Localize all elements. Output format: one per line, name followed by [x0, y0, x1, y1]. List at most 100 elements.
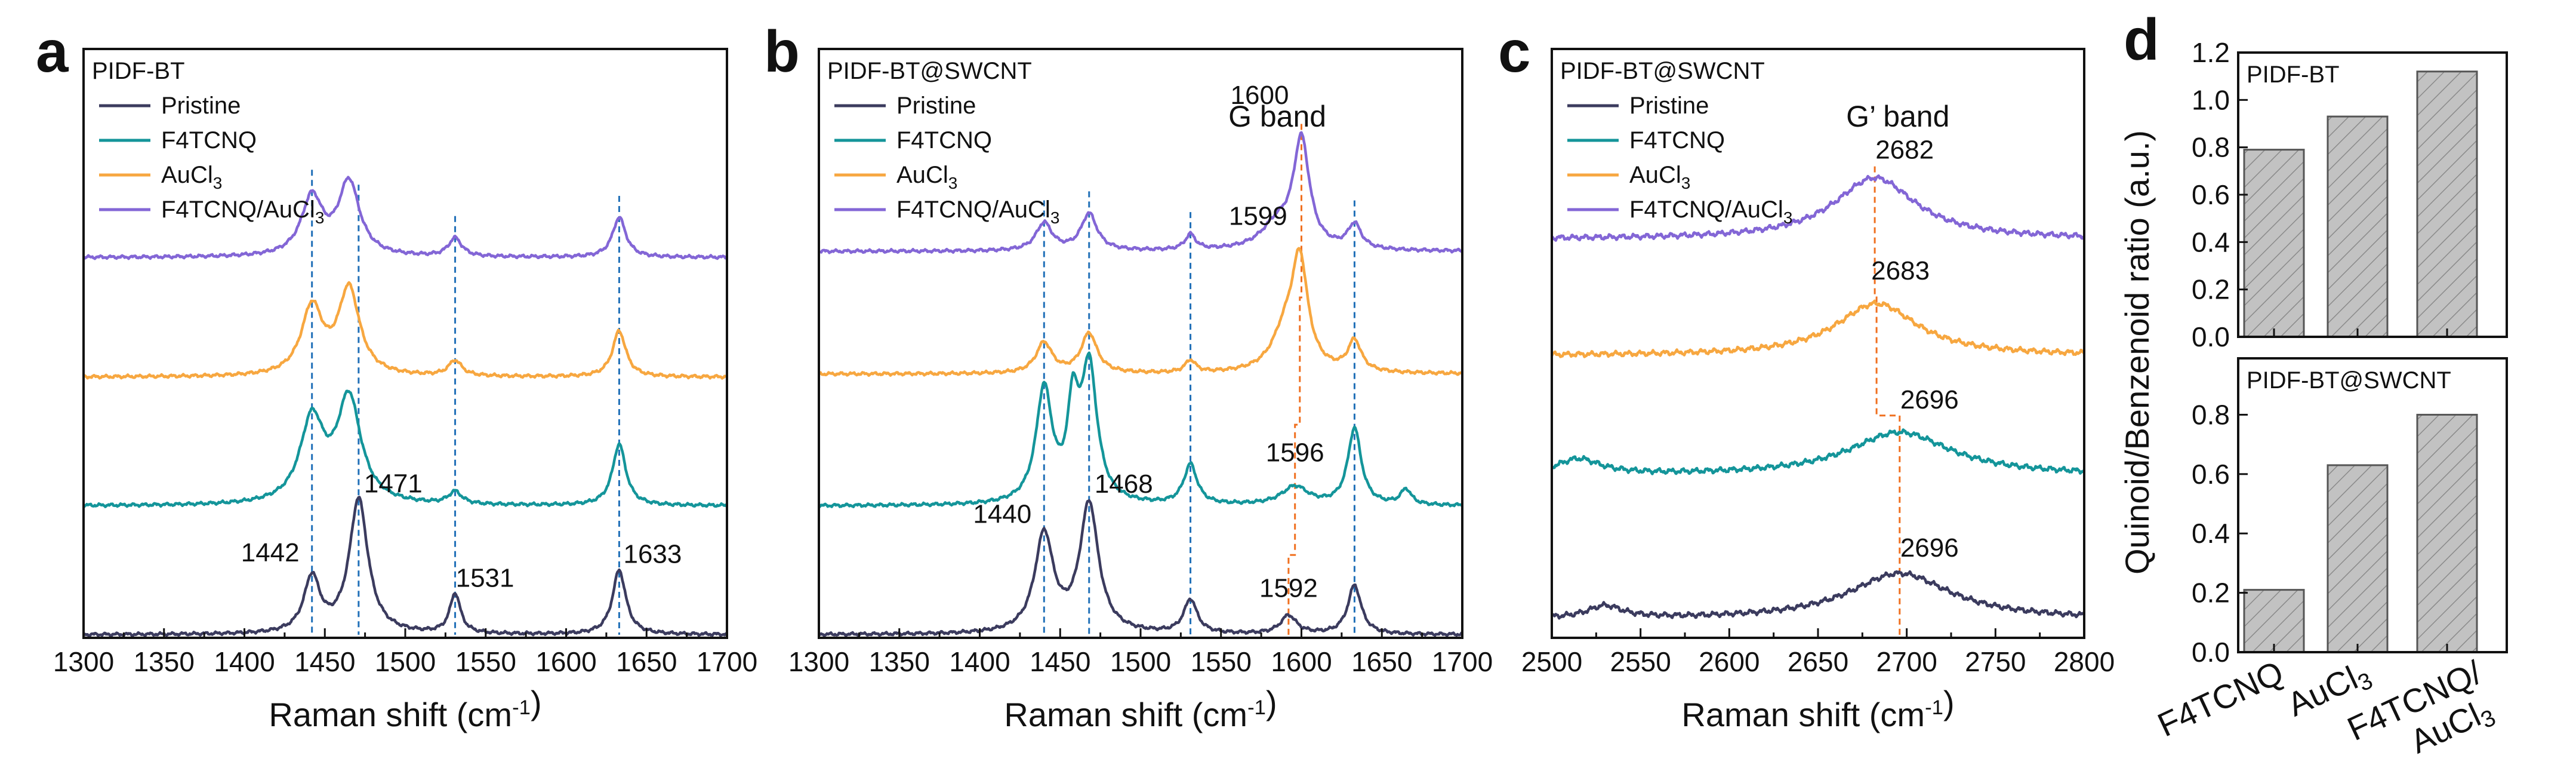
peak-label: 1440 [973, 500, 1031, 529]
panel-letter-d: d [2124, 7, 2159, 72]
x-tick-label: 2650 [1788, 646, 1848, 677]
y-tick-label: 0.0 [2192, 637, 2230, 668]
x-tick-label: 2600 [1699, 646, 1760, 677]
bar [2416, 70, 2478, 338]
x-tick-label: 2550 [1610, 646, 1671, 677]
series-line-pristine [82, 496, 728, 637]
x-tick-label: 1400 [949, 646, 1010, 677]
peak-label: 1596 [1266, 438, 1324, 468]
panel-title: PIDF-BT@SWCNT [1560, 58, 1765, 84]
y-axis-title: Quinoid/Benzenoid ratio (a.u.) [2118, 130, 2156, 575]
series-line-f4tcnq [83, 389, 728, 508]
x-tick-label: 2500 [1521, 646, 1582, 677]
peak-label: 1633 [623, 539, 682, 569]
subplot-title: PIDF-BT@SWCNT [2247, 367, 2451, 394]
step-guide-line [1287, 121, 1302, 635]
x-tick-label: 1550 [1191, 646, 1252, 677]
peak-label: 1600 [1231, 81, 1289, 110]
series-line-f4tcnq [1551, 428, 2085, 475]
series-line-f4tcnq-aucl3 [82, 176, 728, 260]
series-line-aucl3 [818, 247, 1463, 377]
panel-title: PIDF-BT@SWCNT [827, 58, 1032, 84]
legend-label: AuCl3 [1629, 162, 1690, 192]
panel-a: 1300 1350 1400 1450 1500 1550 1600 1650 1700 Rama… [53, 48, 757, 733]
y-tick-label: 0.8 [2192, 399, 2230, 430]
y-tick-label: 1.2 [2192, 37, 2230, 68]
panel-c: 2500 2550 2600 2650 2700 2750 2800 Raman shift … [1521, 48, 2115, 733]
x-tick-label: 1700 [697, 646, 757, 677]
plot-frame [2237, 357, 2508, 653]
panel-letter-a: a [36, 19, 69, 84]
bar [2243, 149, 2305, 338]
series-line-pristine [818, 499, 1463, 638]
band-annotation: G’ band [1846, 100, 1949, 133]
legend-label: F4TCNQ/AuCl3 [896, 196, 1059, 227]
legend-label: Pristine [1629, 93, 1709, 119]
x-tick-label: 2700 [1876, 646, 1937, 677]
series-line-f4tcnq-aucl3 [1551, 174, 2085, 242]
x-tick-label: 1350 [134, 646, 195, 677]
x-tick-label: 1500 [375, 646, 436, 677]
x-tick-label: 1600 [1271, 646, 1332, 677]
peak-label: 2682 [1875, 136, 1934, 165]
x-tick-label: 1300 [788, 646, 849, 677]
panel-letter-c: c [1498, 19, 1531, 84]
legend-label: Pristine [161, 93, 241, 119]
peak-label: 2696 [1900, 533, 1959, 563]
subplot-title: PIDF-BT [2247, 62, 2340, 88]
legend-label: F4TCNQ [896, 127, 992, 153]
x-tick-label: 1650 [616, 646, 677, 677]
series-line-aucl3 [1550, 299, 2085, 358]
series-line-pristine [1551, 570, 2085, 620]
x-tick-label: 1300 [53, 646, 114, 677]
step-guide-line [1874, 165, 1901, 635]
series-line-f4tcnq-aucl3 [818, 131, 1463, 254]
x-tick-label: 1700 [1432, 646, 1493, 677]
legend-label: Pristine [896, 93, 976, 119]
peak-label: 2683 [1871, 256, 1930, 285]
peak-label: 1468 [1095, 469, 1153, 499]
bar [2327, 115, 2389, 338]
legend-label: AuCl3 [161, 162, 222, 192]
band-annotation: G band [1228, 100, 1326, 133]
panel-title: PIDF-BT [92, 58, 185, 84]
x-tick-label: 1400 [214, 646, 275, 677]
y-tick-label: 0.2 [2192, 274, 2230, 305]
x-axis-title: Raman shift (cm-1) [1681, 684, 1954, 733]
bar [2243, 589, 2305, 653]
x-tick-label: 1450 [1030, 646, 1090, 677]
y-tick-label: 0.4 [2192, 226, 2230, 257]
x-tick-label: 2750 [1965, 646, 2026, 677]
legend-label: F4TCNQ [1629, 127, 1725, 153]
peak-label: 1599 [1229, 201, 1287, 231]
x-tick-label: 1450 [294, 646, 355, 677]
peak-label: 2696 [1900, 385, 1959, 414]
y-tick-label: 0.6 [2192, 179, 2230, 210]
peak-label: 1442 [241, 538, 300, 567]
peak-label: 1531 [456, 563, 514, 592]
x-tick-label: 1550 [455, 646, 516, 677]
panel-d: 0.0 0.2 0.4 0.6 0.8 1.0 1.2 PIDF-BT 0.0 0.2 0.4 0.6… [2118, 37, 2508, 760]
bar [2327, 464, 2389, 653]
y-tick-label: 1.0 [2192, 84, 2230, 115]
series-line-aucl3 [82, 281, 728, 380]
x-tick-label: 1650 [1351, 646, 1412, 677]
y-tick-label: 0.8 [2192, 132, 2230, 163]
peak-label: 1471 [364, 469, 423, 499]
legend-label: AuCl3 [896, 162, 957, 192]
series-line-f4tcnq [818, 351, 1463, 508]
y-tick-label: 0.4 [2192, 518, 2230, 549]
y-tick-label: 0.0 [2192, 321, 2230, 352]
y-tick-label: 0.2 [2192, 578, 2230, 609]
x-axis-title: Raman shift (cm-1) [1004, 684, 1277, 733]
x-tick-label: 1500 [1110, 646, 1171, 677]
bar-subplot-1: 0.0 0.2 0.4 0.6 0.8 1.0 1.2 PIDF-BT [2192, 37, 2508, 352]
x-tick-label: 1350 [869, 646, 930, 677]
legend-label: F4TCNQ [161, 127, 257, 153]
legend-label: F4TCNQ/AuCl3 [161, 196, 324, 227]
x-axis-title: Raman shift (cm-1) [269, 684, 541, 733]
y-tick-label: 0.6 [2192, 459, 2230, 490]
bar-subplot-2: 0.0 0.2 0.4 0.6 0.8 PIDF-BT@SWCNT [2192, 357, 2508, 668]
peak-label: 1592 [1259, 573, 1318, 603]
